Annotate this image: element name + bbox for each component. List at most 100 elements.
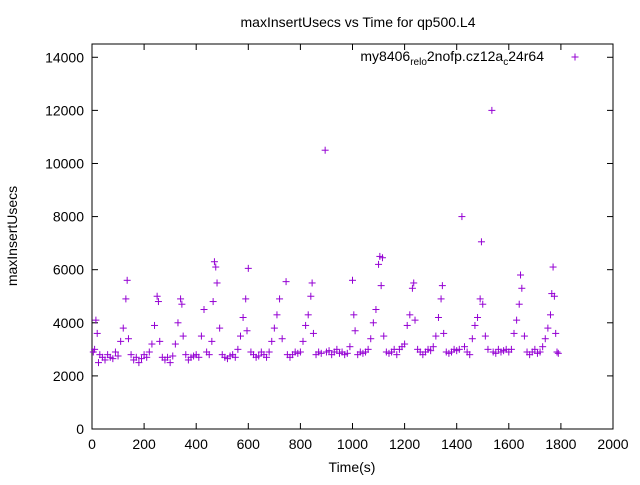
data-point: [375, 260, 383, 268]
x-tick: 1800: [545, 44, 577, 452]
x-tick-label: 1200: [389, 436, 420, 452]
data-point: [278, 335, 286, 343]
data-point: [437, 295, 445, 303]
data-point: [520, 332, 528, 340]
y-tick-label: 10000: [45, 155, 84, 171]
data-point: [343, 349, 351, 357]
legend-label-main: my8406: [360, 48, 410, 64]
data-point: [554, 349, 562, 357]
data-point: [471, 321, 479, 329]
data-point: [212, 263, 220, 271]
data-point: [148, 340, 156, 348]
data-point: [242, 295, 250, 303]
data-point: [364, 345, 372, 353]
data-point: [401, 340, 409, 348]
data-point: [507, 345, 515, 353]
x-tick: 800: [289, 44, 312, 452]
data-point: [174, 319, 182, 327]
y-tick: 4000: [53, 315, 613, 331]
data-point: [488, 106, 496, 114]
data-point: [321, 146, 329, 154]
data-point: [515, 300, 523, 308]
data-point: [477, 238, 485, 246]
x-tick: 2000: [597, 44, 629, 452]
data-point: [145, 348, 153, 356]
data-point: [333, 345, 341, 353]
data-point: [243, 327, 251, 335]
data-point: [539, 343, 547, 351]
data-point: [234, 345, 242, 353]
data-point: [349, 276, 356, 284]
data-point: [244, 264, 252, 272]
data-point: [210, 258, 218, 266]
x-tick: 1400: [441, 44, 472, 452]
x-tick-label: 400: [185, 436, 209, 452]
data-point: [151, 321, 159, 329]
data-point: [410, 279, 418, 287]
data-point: [122, 295, 130, 303]
data-point: [91, 345, 99, 353]
y-tick-label: 14000: [45, 49, 84, 65]
data-point: [263, 353, 271, 361]
data-point: [177, 295, 185, 303]
data-point: [302, 321, 310, 329]
x-tick: 400: [185, 44, 209, 452]
data-point: [308, 279, 316, 287]
data-point: [309, 329, 317, 337]
data-point: [476, 295, 484, 303]
data-point: [268, 337, 276, 345]
data-point: [380, 332, 388, 340]
data-point: [411, 316, 419, 324]
x-axis: 0 200 400 600 800 1000 1200 1400 1600 1800 2000: [88, 44, 629, 452]
legend-marker: [571, 53, 579, 61]
data-point: [182, 351, 190, 359]
legend-label: my8406relo2nofp.cz12ac24r64: [360, 48, 544, 68]
x-tick-label: 2000: [597, 436, 628, 452]
data-point: [270, 324, 278, 332]
y-tick: 10000: [45, 155, 613, 171]
legend-label-mid2: 2nofp.cz12a: [427, 48, 503, 64]
data-point: [372, 306, 380, 314]
y-tick: 12000: [45, 102, 613, 118]
data-point: [518, 284, 526, 292]
data-point: [132, 353, 140, 361]
data-point: [458, 213, 466, 221]
data-point: [200, 306, 208, 314]
data-point: [553, 348, 561, 356]
data-point: [95, 359, 103, 367]
y-tick: 6000: [53, 262, 613, 278]
data-point: [549, 263, 557, 271]
y-tick: 14000: [45, 49, 613, 65]
data-point: [137, 355, 145, 363]
y-tick: 2000: [53, 368, 613, 384]
data-point: [536, 348, 544, 356]
y-tick-label: 12000: [45, 102, 84, 118]
data-point: [93, 329, 101, 337]
x-tick-label: 1800: [545, 436, 576, 452]
data-point: [552, 329, 560, 337]
x-tick: 0: [88, 44, 96, 452]
data-point: [325, 347, 333, 355]
data-point: [546, 311, 554, 319]
data-point: [208, 337, 216, 345]
data-point: [369, 319, 377, 327]
data-point: [317, 349, 325, 357]
data-point: [179, 332, 187, 340]
data-point: [544, 324, 552, 332]
data-point: [438, 282, 446, 290]
data-point: [169, 352, 177, 360]
data-point: [255, 352, 263, 360]
data-point: [367, 335, 375, 343]
data-point: [178, 300, 186, 308]
data-point: [517, 271, 525, 279]
data-point: [346, 343, 354, 351]
data-point: [479, 300, 487, 308]
data-point: [111, 348, 119, 356]
y-axis: 0 2000 4000 6000 8000 10000 12000 14000: [45, 49, 613, 437]
data-point: [468, 335, 476, 343]
data-point: [455, 345, 463, 353]
data-point: [213, 279, 221, 287]
y-tick-label: 8000: [53, 209, 84, 225]
data-point: [408, 284, 416, 292]
data-point: [117, 337, 125, 345]
